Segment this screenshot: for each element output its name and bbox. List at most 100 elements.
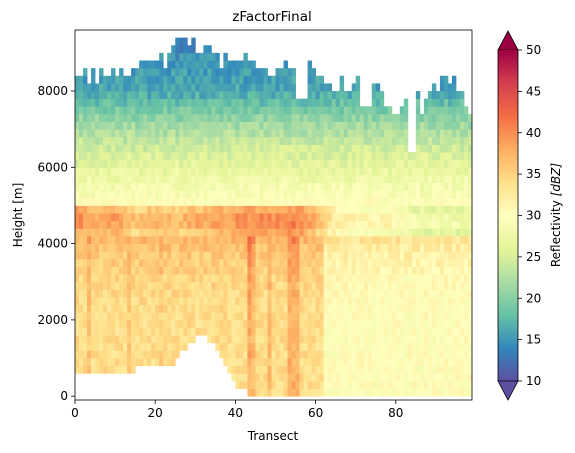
heatmap-cell <box>463 274 469 283</box>
heatmap-cell <box>219 152 224 161</box>
heatmap-cell <box>315 358 321 367</box>
heatmap-cell <box>411 243 417 252</box>
heatmap-cell <box>335 98 341 107</box>
heatmap-cell <box>151 304 156 313</box>
heatmap-cell <box>463 258 469 267</box>
heatmap-cell <box>355 251 361 260</box>
colorbar-tick-label: 10 <box>526 374 541 388</box>
heatmap-cell <box>251 91 256 100</box>
heatmap-cell <box>307 304 312 313</box>
heatmap-cell <box>179 144 184 153</box>
heatmap-cell <box>311 144 317 153</box>
heatmap-cell <box>243 289 248 298</box>
heatmap-cell <box>231 228 236 237</box>
heatmap-cell <box>191 174 196 183</box>
heatmap-cell <box>467 289 473 298</box>
heatmap-cell <box>151 68 156 77</box>
heatmap-cell <box>307 266 312 275</box>
heatmap-cell <box>447 220 453 229</box>
heatmap-cell <box>171 113 176 122</box>
heatmap-cell <box>439 304 445 313</box>
heatmap-cell <box>343 144 349 153</box>
heatmap-cell <box>75 98 80 107</box>
heatmap-cell <box>363 350 369 359</box>
heatmap-cell <box>407 373 413 382</box>
heatmap-cell <box>279 243 284 252</box>
heatmap-cell <box>91 83 96 92</box>
heatmap-cell <box>131 220 136 229</box>
heatmap-cell <box>387 106 393 115</box>
heatmap-cell <box>207 45 212 54</box>
heatmap-cell <box>95 312 100 321</box>
heatmap-cell <box>427 182 433 191</box>
heatmap-cell <box>287 258 292 267</box>
heatmap-cell <box>143 159 148 168</box>
heatmap-cell <box>227 266 232 275</box>
heatmap-cell <box>447 297 453 306</box>
heatmap-cell <box>431 358 437 367</box>
heatmap-cell <box>199 304 204 313</box>
heatmap-cell <box>363 304 369 313</box>
heatmap-cell <box>139 258 144 267</box>
heatmap-cell <box>331 266 337 275</box>
heatmap-cell <box>283 213 288 222</box>
heatmap-cell <box>139 335 144 344</box>
heatmap-cell <box>395 213 401 222</box>
heatmap-cell <box>203 243 208 252</box>
heatmap-cell <box>183 304 188 313</box>
heatmap-cell <box>463 136 469 145</box>
heatmap-cell <box>291 312 296 321</box>
heatmap-cell <box>367 350 373 359</box>
heatmap-cell <box>295 258 300 267</box>
heatmap-cell <box>247 319 252 328</box>
heatmap-cell <box>215 75 220 84</box>
heatmap-cell <box>243 335 248 344</box>
heatmap-cell <box>407 167 413 176</box>
heatmap-cell <box>327 380 333 389</box>
heatmap-cell <box>251 152 256 161</box>
heatmap-cell <box>123 358 128 367</box>
heatmap-cell <box>419 304 425 313</box>
heatmap-cell <box>243 365 248 374</box>
heatmap-cell <box>411 319 417 328</box>
heatmap-cell <box>147 75 152 84</box>
heatmap-cell <box>295 136 300 145</box>
heatmap-cell <box>347 190 353 199</box>
heatmap-cell <box>311 159 317 168</box>
heatmap-cell <box>311 68 317 77</box>
heatmap-cell <box>255 152 260 161</box>
heatmap-cell <box>259 106 264 115</box>
heatmap-cell <box>203 274 208 283</box>
heatmap-cell <box>211 52 216 61</box>
heatmap-cell <box>291 220 296 229</box>
heatmap-cell <box>351 373 357 382</box>
heatmap-cell <box>135 335 140 344</box>
heatmap-cell <box>251 159 256 168</box>
heatmap-cell <box>119 121 124 130</box>
heatmap-cell <box>231 68 236 77</box>
heatmap-cell <box>235 182 240 191</box>
heatmap-cell <box>291 121 296 130</box>
heatmap-cell <box>159 121 164 130</box>
heatmap-cell <box>255 319 260 328</box>
heatmap-cell <box>355 297 361 306</box>
heatmap-cell <box>371 312 377 321</box>
heatmap-cell <box>407 327 413 336</box>
heatmap-cell <box>371 297 377 306</box>
heatmap-cell <box>263 304 268 313</box>
heatmap-cell <box>167 281 172 290</box>
heatmap-cell <box>143 75 148 84</box>
heatmap-cell <box>355 350 361 359</box>
heatmap-cell <box>435 213 441 222</box>
heatmap-cell <box>123 235 128 245</box>
heatmap-cell <box>363 335 369 344</box>
heatmap-cell <box>423 205 429 214</box>
heatmap-cell <box>319 388 325 397</box>
heatmap-cell <box>363 152 369 161</box>
heatmap-cell <box>351 258 357 267</box>
heatmap-cell <box>355 327 361 336</box>
heatmap-cell <box>95 350 100 359</box>
heatmap-cell <box>279 312 284 321</box>
heatmap-cell <box>95 289 100 298</box>
heatmap-cell <box>459 251 465 260</box>
